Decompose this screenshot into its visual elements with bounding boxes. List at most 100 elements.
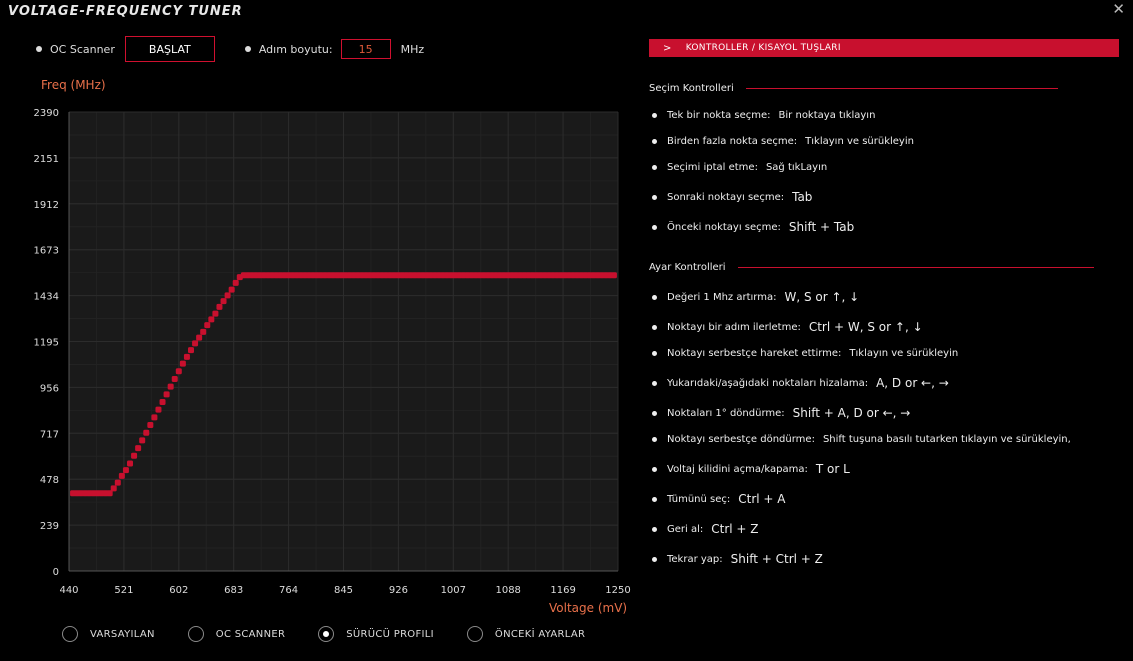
section-title: Seçim Kontrolleri (649, 83, 734, 94)
section-header: Seçim Kontrolleri (649, 83, 1058, 94)
y-tick-label: 1195 (34, 338, 59, 349)
oc-scanner-controls: OC Scanner BAŞLAT Adım boyutu: MHz (36, 36, 424, 62)
shortcut-keys: Shift + A, D or ←, → (792, 406, 911, 420)
mode-option-2[interactable]: SÜRÜCÜ PROFILI (318, 626, 434, 642)
vf-data-point[interactable] (151, 414, 158, 421)
radio-button[interactable] (62, 626, 78, 642)
section-divider (737, 267, 1094, 268)
vf-data-point[interactable] (122, 467, 129, 474)
shortcut-item: Tek bir nokta seçme: Bir noktaya tıklayın (652, 110, 875, 121)
x-tick-label: 764 (279, 585, 298, 596)
x-tick-label: 845 (334, 585, 353, 596)
shortcut-keys: Shift + Ctrl + Z (730, 552, 823, 566)
vf-data-point[interactable] (232, 279, 239, 286)
close-icon[interactable]: ✕ (1112, 0, 1125, 18)
vf-data-point[interactable] (114, 479, 121, 486)
bullet-icon (244, 46, 251, 52)
bullet-icon (652, 437, 657, 442)
shortcut-keys: Shift + Tab (788, 220, 855, 234)
vf-data-point[interactable] (131, 452, 138, 459)
shortcut-item: Tümünü seç: Ctrl + A (652, 492, 786, 506)
mode-option-3[interactable]: ÖNCEKİ AYARLAR (466, 626, 585, 642)
y-tick-label: 239 (40, 521, 59, 532)
shortcut-label: Önceki noktayı seçme: (667, 221, 781, 233)
x-tick-label: 1088 (495, 585, 520, 596)
bullet-icon (652, 410, 657, 416)
shortcut-label: Voltaj kilidini açma/kapama: (667, 463, 808, 475)
vf-data-point[interactable] (159, 398, 166, 405)
vf-curve-chart[interactable]: Freq (MHz) 440 521 602 683 764 845 926 1007 1088… (0, 70, 640, 620)
mode-option-label: OC SCANNER (215, 628, 286, 640)
vf-data-point[interactable] (139, 437, 146, 444)
vf-data-point[interactable] (163, 391, 170, 398)
vf-data-point[interactable] (200, 328, 207, 335)
radio-button[interactable] (466, 626, 483, 642)
vf-data-point[interactable] (106, 490, 113, 497)
step-size-input[interactable] (340, 39, 391, 59)
shortcut-item: Değeri 1 Mhz artırma: W, S or ↑, ↓ (652, 290, 859, 304)
x-axis-title: Voltage (mV) (549, 601, 628, 615)
bullet-icon (652, 224, 657, 230)
vf-data-point[interactable] (224, 292, 231, 299)
shortcut-keys: Tıklayın ve sürükleyin (849, 348, 959, 359)
section-header: Ayar Kontrolleri (649, 262, 1094, 273)
window-title: VOLTAGE-FREQUENCY TUNER (8, 4, 243, 19)
vf-data-point[interactable] (171, 375, 178, 382)
y-tick-label: 0 (53, 567, 59, 578)
shortcut-item: Önceki noktayı seçme: Shift + Tab (652, 220, 854, 234)
vf-data-point[interactable] (192, 340, 199, 347)
vf-data-point[interactable] (216, 303, 223, 310)
vf-data-point[interactable] (110, 485, 117, 492)
vf-data-point[interactable] (118, 472, 125, 479)
y-tick-label: 717 (40, 429, 59, 440)
vf-data-point[interactable] (127, 460, 133, 467)
controls-shortcuts-header[interactable]: > KONTROLLER / KISAYOL TUŞLARI (649, 39, 1119, 57)
x-tick-label: 1250 (605, 585, 630, 596)
section-divider (745, 88, 1058, 89)
vf-data-point[interactable] (220, 298, 227, 305)
radio-button[interactable] (187, 626, 204, 642)
y-tick-label: 478 (40, 475, 59, 486)
shortcut-item: Geri al: Ctrl + Z (652, 522, 759, 536)
shortcut-label: Geri al: (667, 523, 704, 535)
bullet-icon (652, 496, 657, 502)
bullet-icon (652, 526, 657, 532)
shortcut-label: Noktayı bir adım ilerletme: (667, 321, 801, 333)
vf-data-point[interactable] (147, 422, 154, 429)
vf-data-point[interactable] (188, 347, 194, 354)
shortcut-keys: Bir noktaya tıklayın (778, 110, 876, 121)
vf-data-point[interactable] (204, 322, 211, 329)
vf-data-point[interactable] (610, 272, 617, 279)
vf-data-point[interactable] (212, 310, 219, 317)
vf-data-point[interactable] (155, 406, 162, 413)
vf-data-point[interactable] (167, 383, 174, 390)
shortcut-item: Tekrar yap: Shift + Ctrl + Z (652, 552, 823, 566)
vf-data-point[interactable] (196, 334, 203, 341)
vf-data-point[interactable] (143, 429, 150, 436)
vf-data-point[interactable] (175, 368, 182, 375)
mode-option-label: SÜRÜCÜ PROFILI (346, 628, 434, 640)
shortcut-item: Noktayı bir adım ilerletme: Ctrl + W, S o… (652, 320, 923, 334)
shortcut-item: Voltaj kilidini açma/kapama: T or L (652, 462, 850, 476)
bullet-icon (652, 294, 657, 300)
radio-button[interactable] (318, 626, 335, 642)
start-button[interactable]: BAŞLAT (124, 36, 215, 62)
y-tick-label: 956 (40, 383, 59, 394)
step-size-label: Adım boyutu: (258, 42, 333, 56)
y-tick-label: 1673 (34, 246, 59, 257)
chevron-right-icon: > (663, 42, 672, 54)
vf-data-point[interactable] (135, 445, 142, 452)
vf-data-point[interactable] (208, 316, 215, 323)
x-tick-label: 602 (169, 585, 188, 596)
vf-curve-plot[interactable]: 440 521 602 683 764 845 926 1007 1088 1169 1250 0 23… (0, 70, 640, 620)
mode-option-1[interactable]: OC SCANNER (187, 626, 286, 642)
mode-option-label: VARSAYILAN (90, 628, 155, 640)
vf-data-point[interactable] (179, 360, 186, 367)
shortcut-item: Noktayı serbestçe döndürme: Shift tuşuna … (652, 434, 1071, 445)
shortcut-item: Sonraki noktayı seçme: Tab (652, 190, 812, 204)
x-tick-label: 683 (224, 585, 243, 596)
vf-data-point[interactable] (228, 286, 235, 293)
shortcut-keys: Tab (792, 190, 813, 204)
mode-option-0[interactable]: VARSAYILAN (62, 626, 155, 642)
vf-data-point[interactable] (183, 353, 190, 360)
